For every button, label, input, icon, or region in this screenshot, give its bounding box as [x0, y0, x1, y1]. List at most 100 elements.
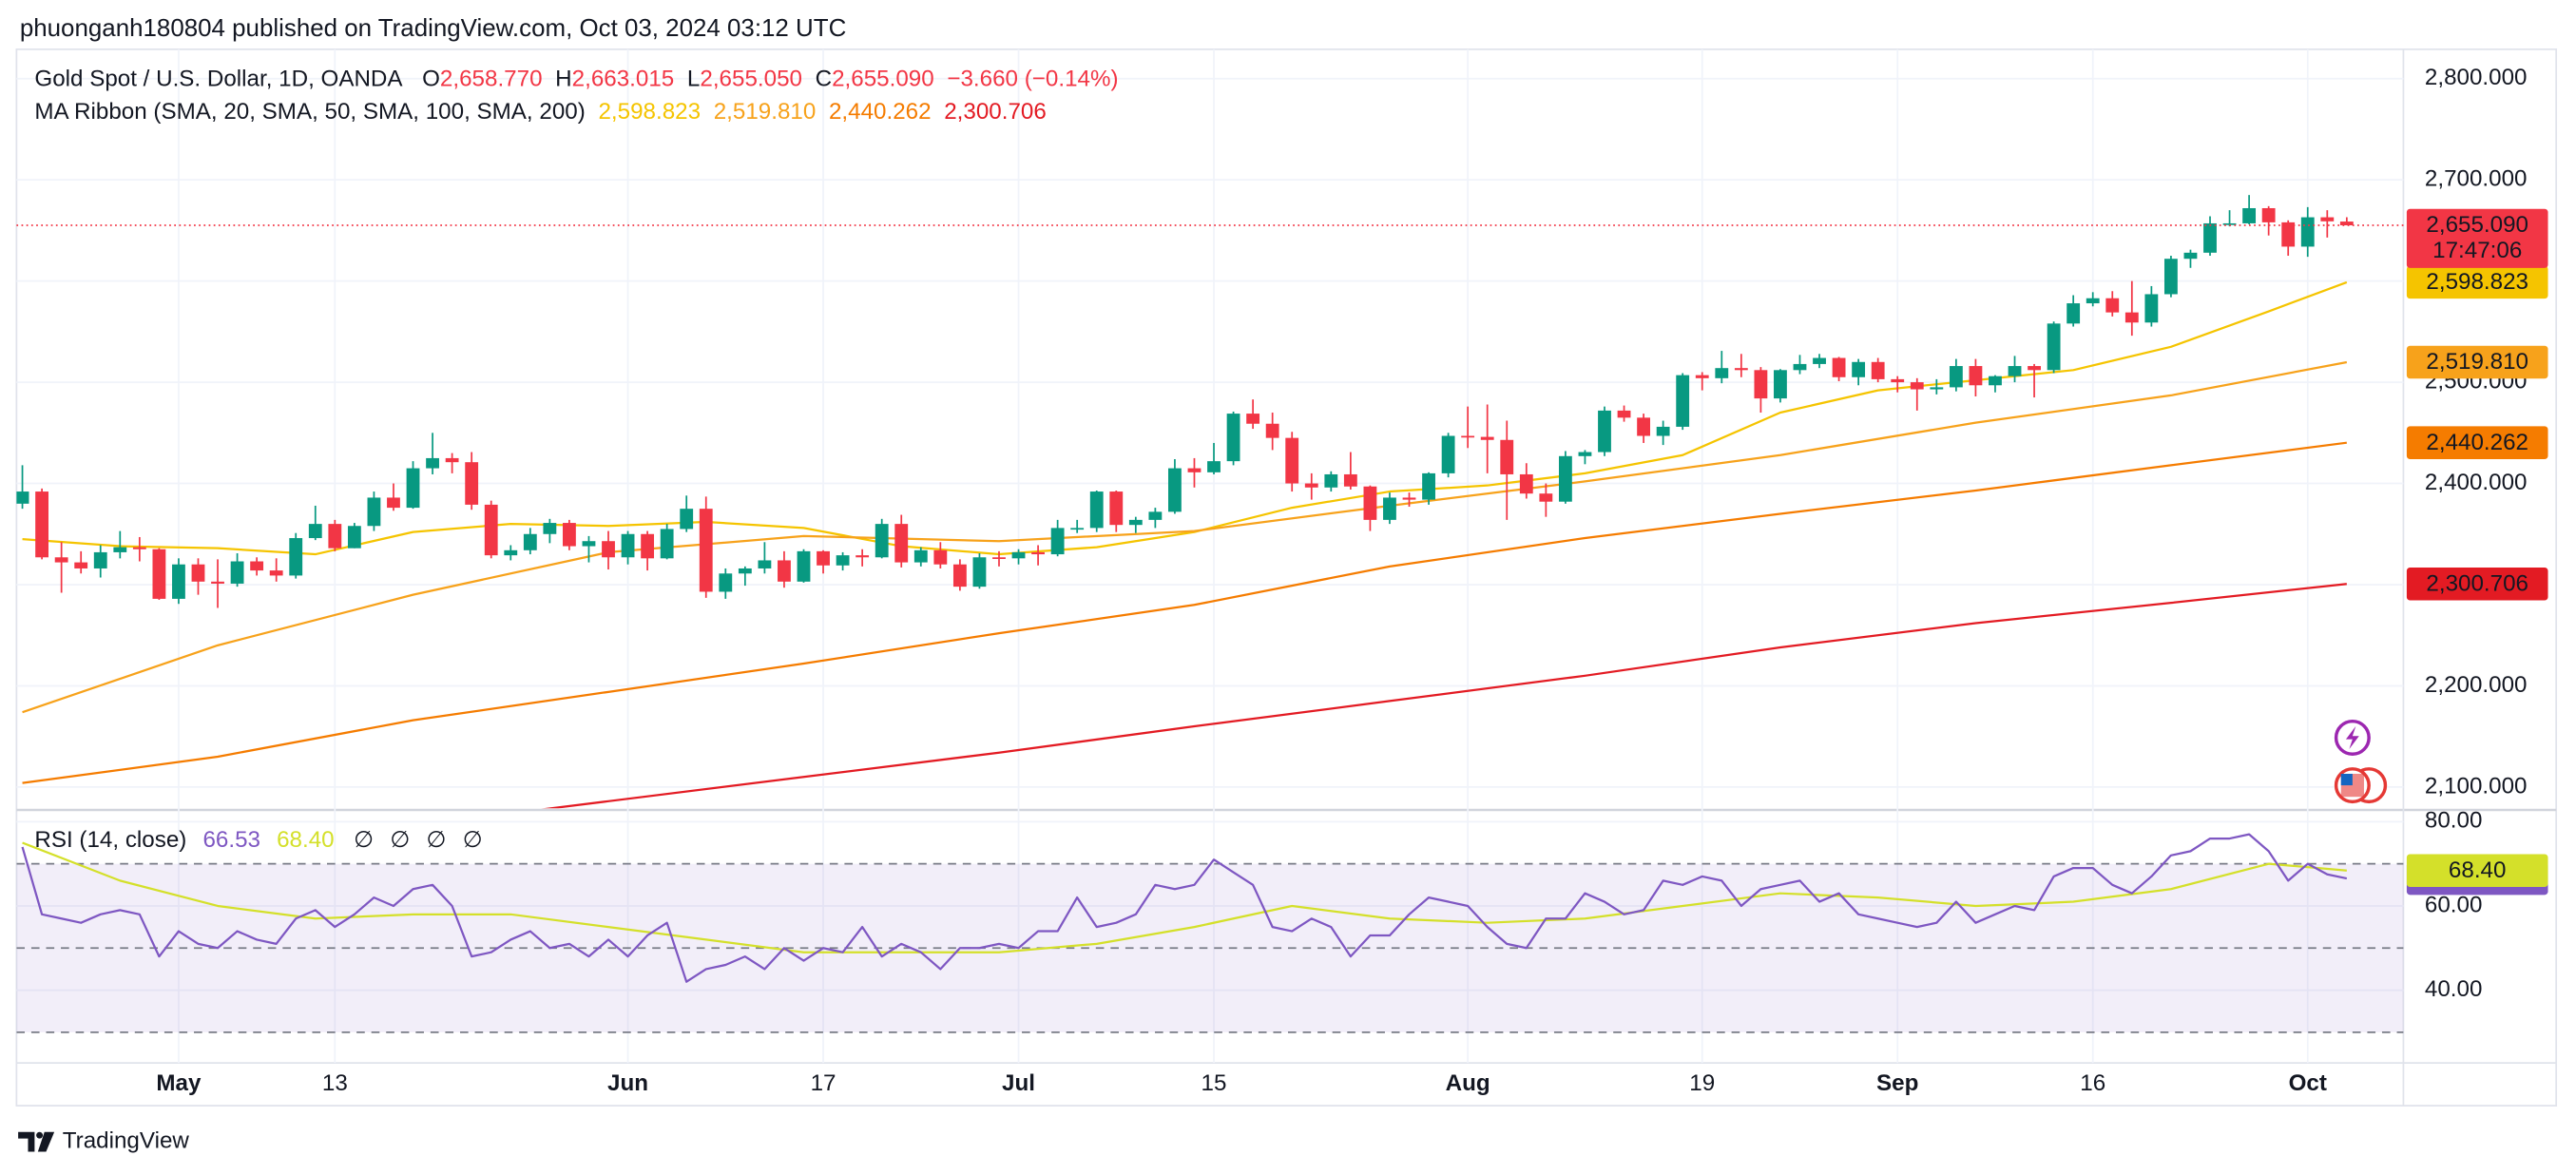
- candle-body: [952, 564, 967, 588]
- ma-legend: MA Ribbon (SMA, 20, SMA, 50, SMA, 100, S…: [34, 100, 1046, 125]
- ohlc-key: H: [555, 67, 571, 92]
- candle-body: [1617, 410, 1631, 418]
- ma-value: 2,519.810: [714, 100, 817, 125]
- series-line: [542, 583, 2347, 809]
- last-price-badge: 2,655.090: [2426, 212, 2528, 238]
- y-tick-label: 60.00: [2425, 892, 2483, 917]
- candle-body: [152, 549, 166, 599]
- rsi-value: 66.53: [202, 827, 260, 853]
- candle-body: [1207, 461, 1221, 472]
- logo-mark: [37, 1131, 55, 1152]
- candle-body: [269, 570, 283, 576]
- footer-logo: TradingView: [18, 1127, 189, 1153]
- ma-badge: 2,598.823: [2426, 269, 2528, 295]
- candle-body: [2261, 207, 2276, 222]
- y-tick-label: 80.00: [2425, 808, 2483, 834]
- candle-body: [562, 523, 576, 547]
- candle-body: [778, 560, 791, 582]
- publisher-header: phuonganh180804 published on TradingView…: [20, 15, 846, 42]
- candle-body: [1089, 491, 1104, 529]
- candle-body: [758, 560, 772, 568]
- candle-body: [2222, 222, 2237, 225]
- candle-body: [367, 497, 381, 527]
- candle-body: [1285, 437, 1299, 484]
- placeholder: ∅: [427, 827, 447, 853]
- candle-body: [211, 581, 224, 584]
- candle-body: [93, 551, 107, 568]
- rsi-ma-value: 68.40: [277, 827, 335, 853]
- candle-body: [191, 564, 205, 582]
- candle-body: [308, 524, 322, 539]
- candle-body: [1168, 468, 1182, 512]
- ma-badge-bg: [2406, 265, 2548, 299]
- ma-badge: 2,300.706: [2426, 571, 2528, 597]
- logo-mark: [18, 1131, 35, 1152]
- candle-body: [582, 541, 596, 547]
- candle-body: [1871, 361, 1885, 379]
- candle-body: [1813, 357, 1826, 364]
- candle-body: [1441, 435, 1455, 473]
- candle-body: [1070, 528, 1085, 530]
- flag-glyph: [2340, 773, 2353, 786]
- series-line: [22, 441, 2347, 784]
- candle-body: [2008, 366, 2022, 376]
- candle-body: [445, 457, 459, 463]
- candle-body: [2086, 298, 2100, 304]
- candle-body: [1774, 370, 1787, 399]
- candle-body: [699, 509, 713, 592]
- ma-badge: 2,519.810: [2426, 349, 2528, 375]
- candle-body: [817, 550, 830, 566]
- axes: May 13 Jun 17 Jul 15 Aug 19 Sep 16 Oct 2,100.000 2,2…: [16, 65, 2548, 1096]
- placeholder: ∅: [390, 827, 410, 853]
- candle-body: [933, 549, 948, 565]
- symbol-legend: Gold Spot / U.S. Dollar, 1D, OANDA O2,65…: [34, 67, 1118, 92]
- candle-body: [1852, 361, 1866, 377]
- candle-body: [1343, 473, 1357, 487]
- last-price-badge-bg: [2406, 208, 2548, 268]
- candle-body: [1128, 519, 1143, 526]
- candle-body: [523, 533, 537, 550]
- candle-body: [1578, 452, 1592, 456]
- candle-body: [855, 555, 870, 558]
- candle-body: [2163, 259, 2178, 295]
- series-line: [22, 841, 2347, 953]
- change-value: −3.660 (−0.14%): [947, 67, 1118, 92]
- candle-body: [1754, 370, 1768, 399]
- candle-body: [230, 561, 244, 584]
- ohlc-key: C: [816, 67, 832, 92]
- candle-body: [2203, 222, 2217, 253]
- candle-body: [1519, 473, 1533, 494]
- candle-body: [484, 504, 498, 556]
- event-icons[interactable]: [2334, 719, 2388, 804]
- candle-body: [2183, 252, 2198, 260]
- candle-body: [1480, 436, 1494, 440]
- x-tick-label: Jun: [607, 1070, 648, 1096]
- candle-body: [347, 526, 361, 549]
- x-tick-label: 19: [1689, 1070, 1715, 1096]
- ma-badge: 2,440.262: [2426, 430, 2528, 455]
- candle-body: [641, 533, 655, 559]
- candle-body: [797, 550, 811, 582]
- rsi-pane: [16, 833, 2404, 1033]
- candle-body: [1969, 366, 1983, 386]
- logo-mark: [36, 1131, 44, 1139]
- y-tick-label: 40.00: [2425, 976, 2483, 1002]
- candle-body: [1383, 497, 1396, 520]
- candle-body: [2047, 323, 2061, 371]
- x-tick-label: Oct: [2289, 1070, 2327, 1096]
- candle-body: [2300, 217, 2315, 247]
- candle-body: [1148, 511, 1163, 520]
- candle-body: [1265, 423, 1279, 438]
- x-tick-label: 13: [322, 1070, 348, 1096]
- ma-badge-bg: [2406, 345, 2548, 379]
- rsi-badge-bg: [2406, 854, 2548, 888]
- rsi-legend: RSI (14, close) 66.53 68.40 ∅ ∅ ∅ ∅: [34, 827, 482, 853]
- candle-body: [250, 561, 264, 571]
- candle-body: [1539, 493, 1553, 502]
- candle-body: [504, 549, 518, 556]
- candle-body: [1637, 417, 1651, 436]
- rsi-title: RSI (14, close): [34, 827, 186, 853]
- candle-body: [1558, 455, 1572, 502]
- candle-body: [1304, 483, 1318, 488]
- candle-body: [1734, 368, 1748, 371]
